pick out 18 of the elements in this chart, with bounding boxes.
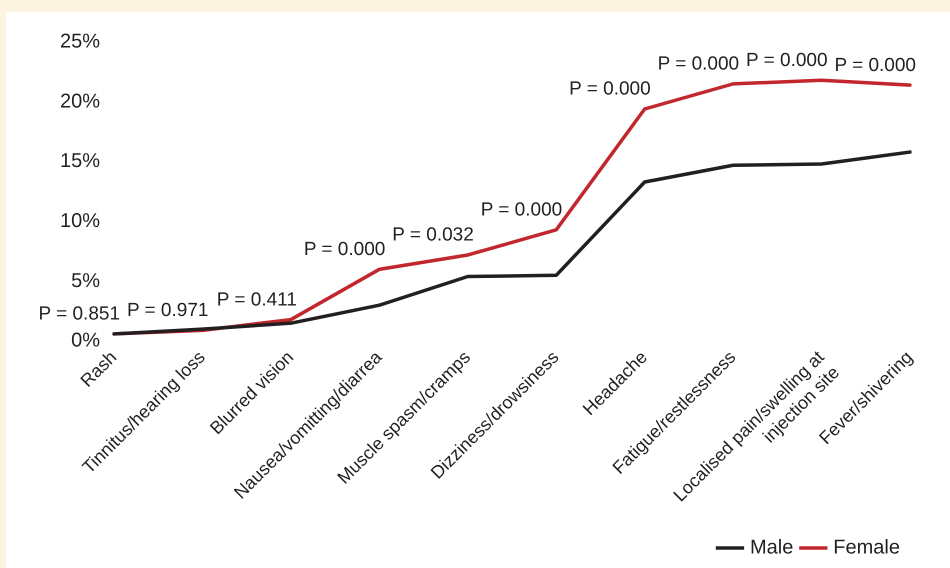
y-tick-label: 10% [60,210,100,232]
y-tick-label: 15% [60,150,100,172]
annotation: P = 0.000 [569,78,651,100]
y-tick-label: 0% [71,330,100,352]
y-tick-label: 20% [60,90,100,112]
annotation: P = 0.000 [834,54,916,76]
y-tick-label: 25% [60,30,100,53]
annotation: P = 0.000 [658,54,740,75]
y-tick-label: 5% [71,270,100,292]
annotation: P = 0.000 [480,200,562,221]
annotation: P = 0.851 [38,304,120,325]
annotation: P = 0.032 [392,224,474,246]
annotation: P = 0.971 [126,300,208,322]
legend-label: Female [833,536,900,559]
legend-label: Male [750,536,794,559]
annotation: P = 0.411 [216,289,297,310]
annotation: P = 0.000 [304,239,386,260]
annotation: P = 0.000 [746,50,828,72]
